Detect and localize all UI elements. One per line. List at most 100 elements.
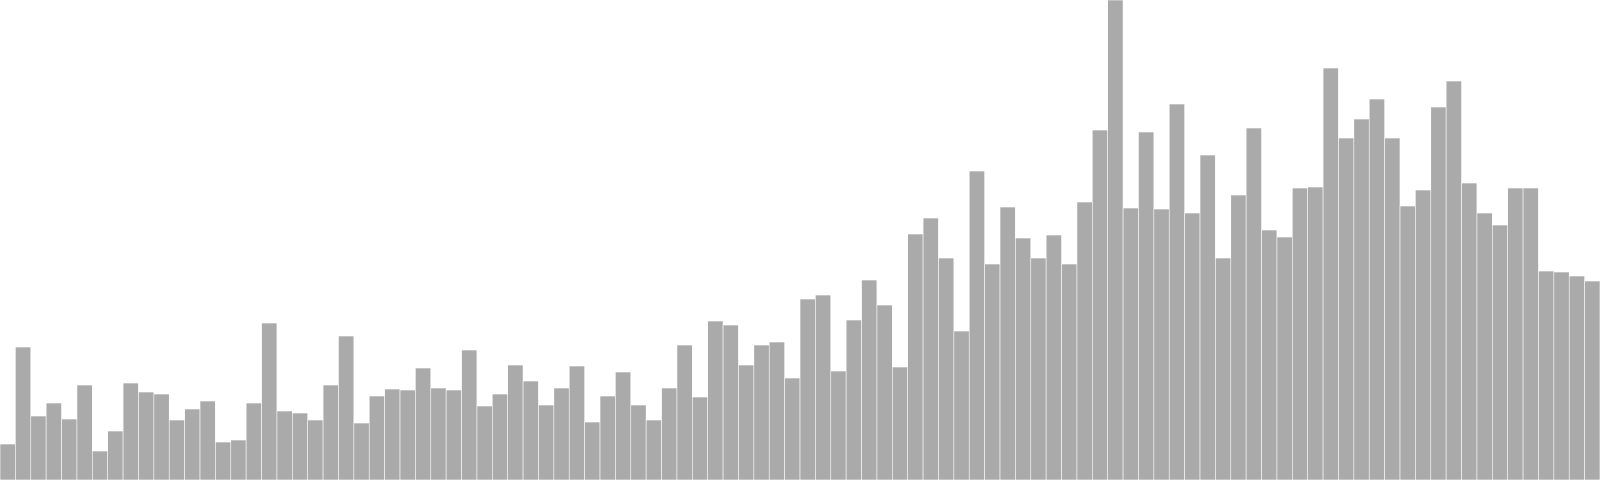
bar-13 [199,400,216,480]
bar-24 [368,395,385,480]
bar-25 [384,388,401,480]
bar-67 [1030,257,1047,480]
bar-33 [507,364,524,480]
bar-87 [1338,137,1355,480]
bar-43 [661,387,678,480]
bar-22 [338,335,355,480]
bar-40 [615,371,632,480]
bar-99 [1522,187,1539,480]
bar-72 [1107,0,1124,480]
bar-84 [1292,187,1308,480]
bar-50 [768,341,785,480]
bar-93 [1430,106,1447,480]
bar-76 [1168,103,1185,480]
bar-42 [645,419,662,480]
bar-10 [153,393,170,480]
bar-81 [1245,127,1262,480]
bar-56 [861,279,878,480]
bar-54 [830,370,847,480]
bar-83 [1276,236,1293,480]
bar-32 [492,393,508,480]
bar-59 [907,233,924,480]
bar-100 [1538,270,1555,480]
bar-37 [568,365,585,480]
bar-7 [107,430,124,480]
bar-74 [1138,131,1155,480]
bar-28 [430,387,447,480]
bar-1 [15,346,32,480]
bar-86 [1322,67,1339,480]
bar-11 [168,419,185,480]
bar-36 [553,387,570,480]
bar-6 [92,450,108,480]
bar-70 [1076,201,1093,480]
bar-96 [1476,212,1493,480]
bar-57 [876,304,893,480]
bar-12 [184,408,201,480]
bar-41 [630,404,647,480]
bar-26 [399,389,416,480]
bar-98 [1507,187,1524,480]
bar-52 [799,298,816,480]
bar-16 [245,402,262,480]
bar-0 [0,443,16,480]
bar-103 [1584,280,1600,480]
bar-35 [538,404,555,480]
bar-47 [722,324,739,480]
bar-39 [599,395,616,480]
bar-55 [845,319,862,480]
bar-90 [1384,137,1401,480]
bar-45 [692,396,708,480]
bar-61 [938,257,955,480]
bar-14 [215,441,232,480]
bar-97 [1492,224,1508,480]
bar-3 [45,402,62,480]
bar-60 [922,217,939,480]
bar-49 [753,344,770,480]
bar-73 [1122,207,1139,480]
bar-65 [999,206,1016,480]
bar-78 [1199,154,1216,480]
bar-94 [1445,80,1462,480]
bar-82 [1261,229,1278,480]
bar-101 [1553,271,1570,480]
bar-27 [415,367,432,480]
bar-21 [322,384,339,480]
bar-71 [1092,129,1108,480]
bar-46 [707,320,724,480]
bar-8 [122,382,139,480]
bar-69 [1061,263,1078,480]
bar-30 [461,349,478,480]
bar-58 [892,366,908,480]
bar-19 [292,412,308,480]
bar-5 [76,384,93,480]
bar-4 [61,418,78,480]
bar-51 [784,377,801,480]
bar-18 [276,410,293,480]
bar-44 [676,344,693,480]
bar-15 [230,439,247,480]
bar-91 [1399,205,1416,480]
bar-89 [1368,98,1385,480]
bar-53 [815,294,832,480]
bar-75 [1153,208,1170,480]
bar-9 [138,391,155,480]
bar-66 [1015,237,1032,480]
bar-63 [968,170,985,480]
bar-77 [1184,212,1201,480]
bar-85 [1307,186,1324,480]
bar-20 [307,419,324,480]
bar-80 [1230,194,1247,480]
bar-48 [738,364,755,480]
bar-34 [522,380,539,480]
bar-102 [1568,275,1585,480]
bar-29 [445,389,462,480]
bar-31 [476,405,493,480]
bar-62 [953,330,970,480]
bar-64 [984,263,1001,480]
bar-88 [1353,118,1370,480]
bar-23 [353,422,370,480]
